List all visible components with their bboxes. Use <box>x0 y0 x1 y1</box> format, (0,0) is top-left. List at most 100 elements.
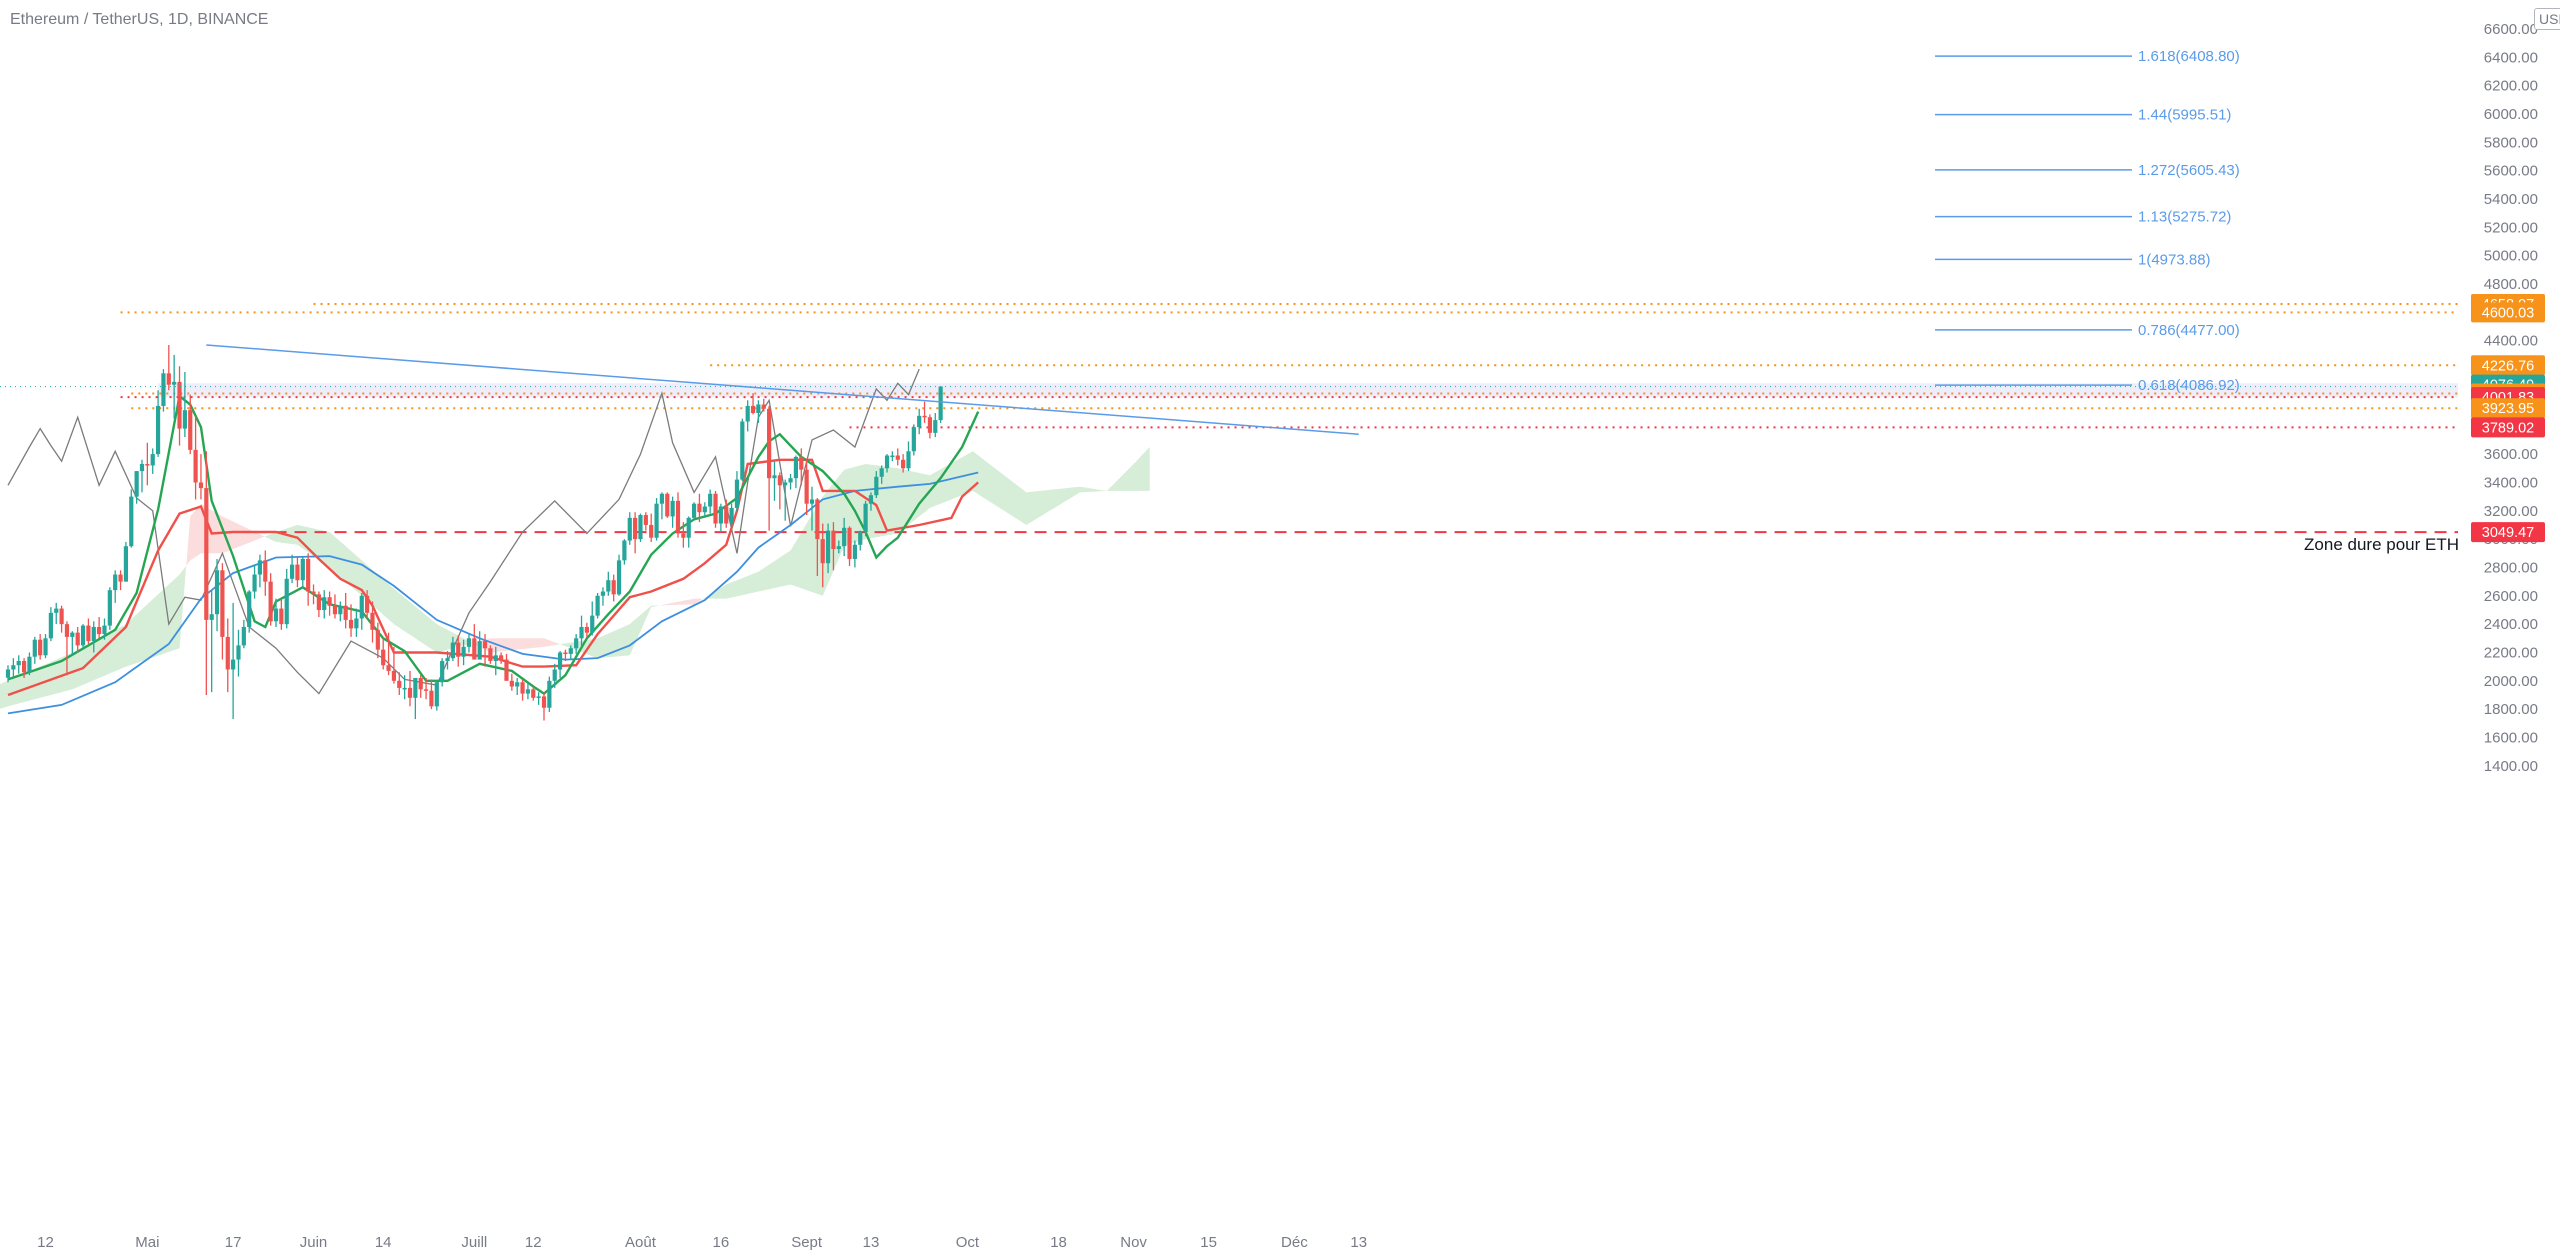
x-tick-label: 18 <box>1050 1234 1067 1251</box>
candle-body <box>198 482 204 489</box>
x-tick-label: 12 <box>37 1234 54 1251</box>
candle-body <box>531 689 536 698</box>
candle-body <box>381 649 386 666</box>
fibonacci-extension: 1.618(6408.80) 1.44(5995.51) 1.272(5605.43… <box>1935 48 2240 394</box>
candle-body <box>204 488 209 620</box>
candle-body <box>102 625 107 635</box>
candle-body <box>852 544 857 559</box>
y-tick-label: 6200.00 <box>2484 78 2538 95</box>
candle-body <box>48 612 53 639</box>
candle-body <box>600 591 606 596</box>
fib-label: 1.618(6408.80) <box>2138 48 2240 65</box>
currency-badge[interactable]: USDT <box>2534 8 2560 30</box>
x-tick-label: Août <box>625 1234 657 1251</box>
candle-body <box>708 493 713 507</box>
candle-body <box>32 639 37 657</box>
y-tick-label: 2000.00 <box>2484 673 2538 690</box>
candle-body <box>643 515 648 525</box>
price-label-text: 3049.47 <box>2482 525 2534 541</box>
candle-body <box>311 591 316 595</box>
fib-label: 0.618(4086.92) <box>2138 377 2240 394</box>
candle-body <box>697 503 702 513</box>
x-tick-label: 13 <box>1350 1234 1367 1251</box>
candle-body <box>659 493 665 504</box>
cloud-bullish <box>702 447 1150 600</box>
price-label-badge <box>2471 355 2545 376</box>
candle-body <box>316 594 321 610</box>
candle-body <box>616 560 622 595</box>
candle-body <box>541 696 547 708</box>
candle-body <box>563 652 568 654</box>
candle-body <box>917 415 922 428</box>
price-label-badge <box>2471 302 2545 323</box>
y-tick-label: 6000.00 <box>2484 106 2538 123</box>
candle-body <box>729 507 734 524</box>
y-tick-label: 4400.00 <box>2484 333 2538 350</box>
candle-body <box>231 659 236 670</box>
candle-body <box>172 381 177 385</box>
candle-body <box>493 655 498 661</box>
candle-body <box>306 558 311 592</box>
candle-body <box>686 517 691 538</box>
candle-body <box>375 629 380 650</box>
candle-body <box>520 682 525 694</box>
y-tick-label: 5800.00 <box>2484 134 2538 151</box>
candle-body <box>86 625 91 642</box>
x-tick-label: Mai <box>135 1234 159 1251</box>
candle-body <box>868 495 874 504</box>
candle-body <box>767 408 772 479</box>
candle-body <box>547 680 552 708</box>
candle-body <box>874 476 879 496</box>
candle-body <box>884 455 890 469</box>
cloud-bullish <box>262 525 472 653</box>
candle-body <box>139 464 145 472</box>
candle-body <box>5 669 11 678</box>
y-tick-label: 1600.00 <box>2484 730 2538 747</box>
candle-body <box>209 614 214 620</box>
candle-body <box>713 493 718 524</box>
price-label-badge <box>2471 417 2545 438</box>
candle-body <box>279 608 284 625</box>
candle-body <box>166 373 171 385</box>
candle-body <box>911 427 916 452</box>
price-label-text: 4226.76 <box>2482 358 2534 374</box>
candle-body <box>407 687 413 698</box>
candle-body <box>525 689 531 694</box>
candle-body <box>429 690 434 707</box>
candle-body <box>574 638 579 649</box>
candle-body <box>815 499 820 540</box>
candle-body <box>536 696 541 698</box>
candle-body <box>456 642 461 657</box>
candle-body <box>922 415 927 418</box>
candle-body <box>750 405 756 414</box>
fib-label: 1(4973.88) <box>2138 251 2211 268</box>
candle-body <box>268 581 273 622</box>
price-labels: 4658.974600.034226.764076.4909:07:114027… <box>2471 294 2545 543</box>
candle-body <box>825 530 831 564</box>
symbol-title: Ethereum / TetherUS, 1D, BINANCE <box>10 11 269 28</box>
candle-body <box>863 503 868 533</box>
candle-body <box>397 680 402 688</box>
candle-body <box>327 597 332 606</box>
y-tick-label: 2800.00 <box>2484 559 2538 576</box>
candle-body <box>413 677 418 698</box>
y-tick-label: 5600.00 <box>2484 163 2538 180</box>
price-label-text: 3789.02 <box>2482 420 2534 436</box>
cloud-bearish <box>471 638 558 653</box>
candle-body <box>702 506 707 513</box>
candle-body <box>150 454 155 466</box>
candle-body <box>241 626 246 646</box>
candle-body <box>515 682 520 687</box>
candle-body <box>927 417 933 433</box>
candle-body <box>633 517 638 540</box>
fib-label: 0.786(4477.00) <box>2138 322 2240 339</box>
y-tick-label: 3200.00 <box>2484 503 2538 520</box>
y-tick-label: 2200.00 <box>2484 644 2538 661</box>
candle-body <box>745 405 750 422</box>
candlesticks <box>5 344 943 721</box>
y-tick-label: 6600.00 <box>2484 21 2538 38</box>
price-label-badge <box>2471 522 2545 543</box>
candle-body <box>777 475 782 486</box>
candle-body <box>445 658 450 661</box>
